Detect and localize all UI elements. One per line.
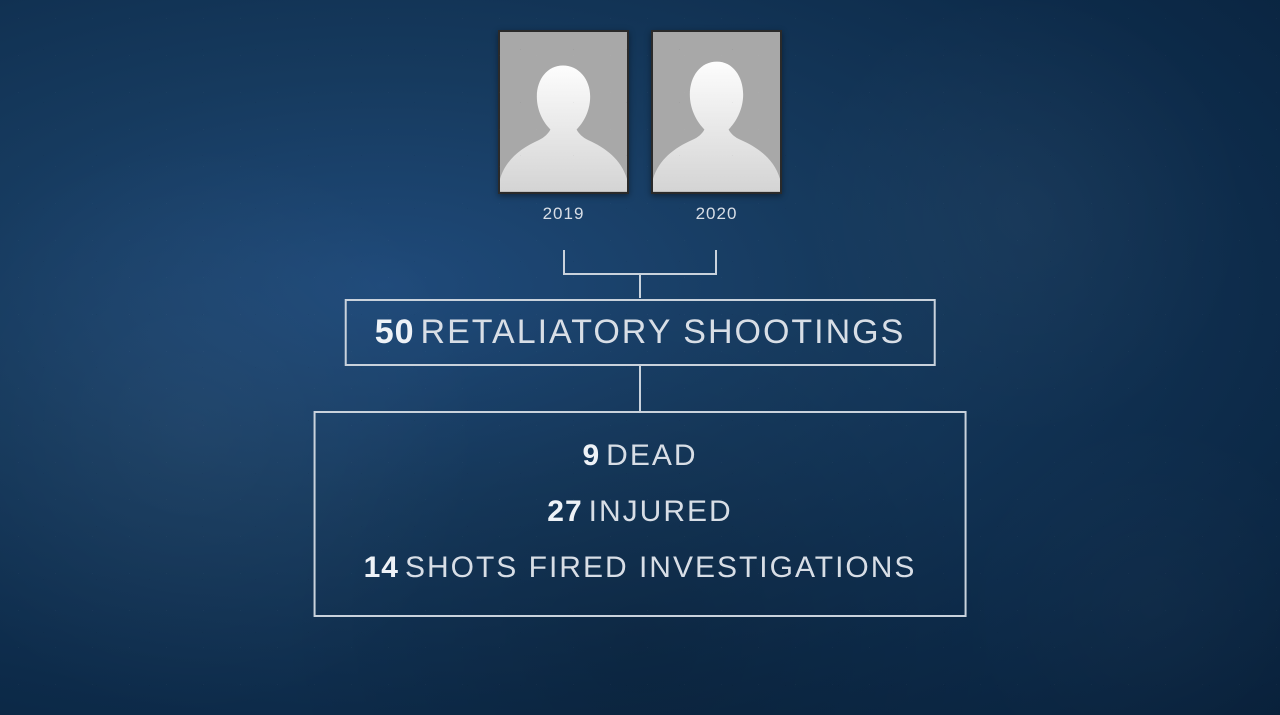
stat-line-injured: 27INJURED — [547, 495, 732, 529]
infographic-canvas: 2019 2020 — [0, 0, 1280, 715]
portrait-frame — [498, 30, 629, 194]
main-stat-box: 50RETALIATORY SHOOTINGS — [345, 299, 936, 366]
stat-number: 27 — [547, 495, 582, 528]
portrait-2019: 2019 — [498, 30, 629, 224]
portrait-year-label: 2019 — [543, 204, 585, 224]
portrait-2020: 2020 — [651, 30, 782, 224]
main-stat-number: 50 — [375, 313, 415, 351]
stats-box: 9DEAD 27INJURED 14SHOTS FIRED INVESTIGAT… — [314, 411, 967, 617]
portrait-frame — [651, 30, 782, 194]
stat-number: 14 — [364, 551, 399, 584]
connector-mid — [639, 365, 641, 411]
main-stat-label: RETALIATORY SHOOTINGS — [421, 313, 906, 351]
stat-label: INJURED — [589, 495, 733, 528]
portraits-row: 2019 2020 — [498, 30, 782, 224]
silhouette-icon — [500, 32, 627, 192]
silhouette-icon — [653, 32, 780, 192]
stat-number: 9 — [582, 439, 600, 472]
connector-top — [560, 250, 720, 298]
stat-line-dead: 9DEAD — [582, 439, 697, 473]
stat-label: SHOTS FIRED INVESTIGATIONS — [405, 551, 917, 584]
stat-line-investigations: 14SHOTS FIRED INVESTIGATIONS — [364, 551, 917, 585]
portrait-year-label: 2020 — [696, 204, 738, 224]
stat-label: DEAD — [606, 439, 697, 472]
